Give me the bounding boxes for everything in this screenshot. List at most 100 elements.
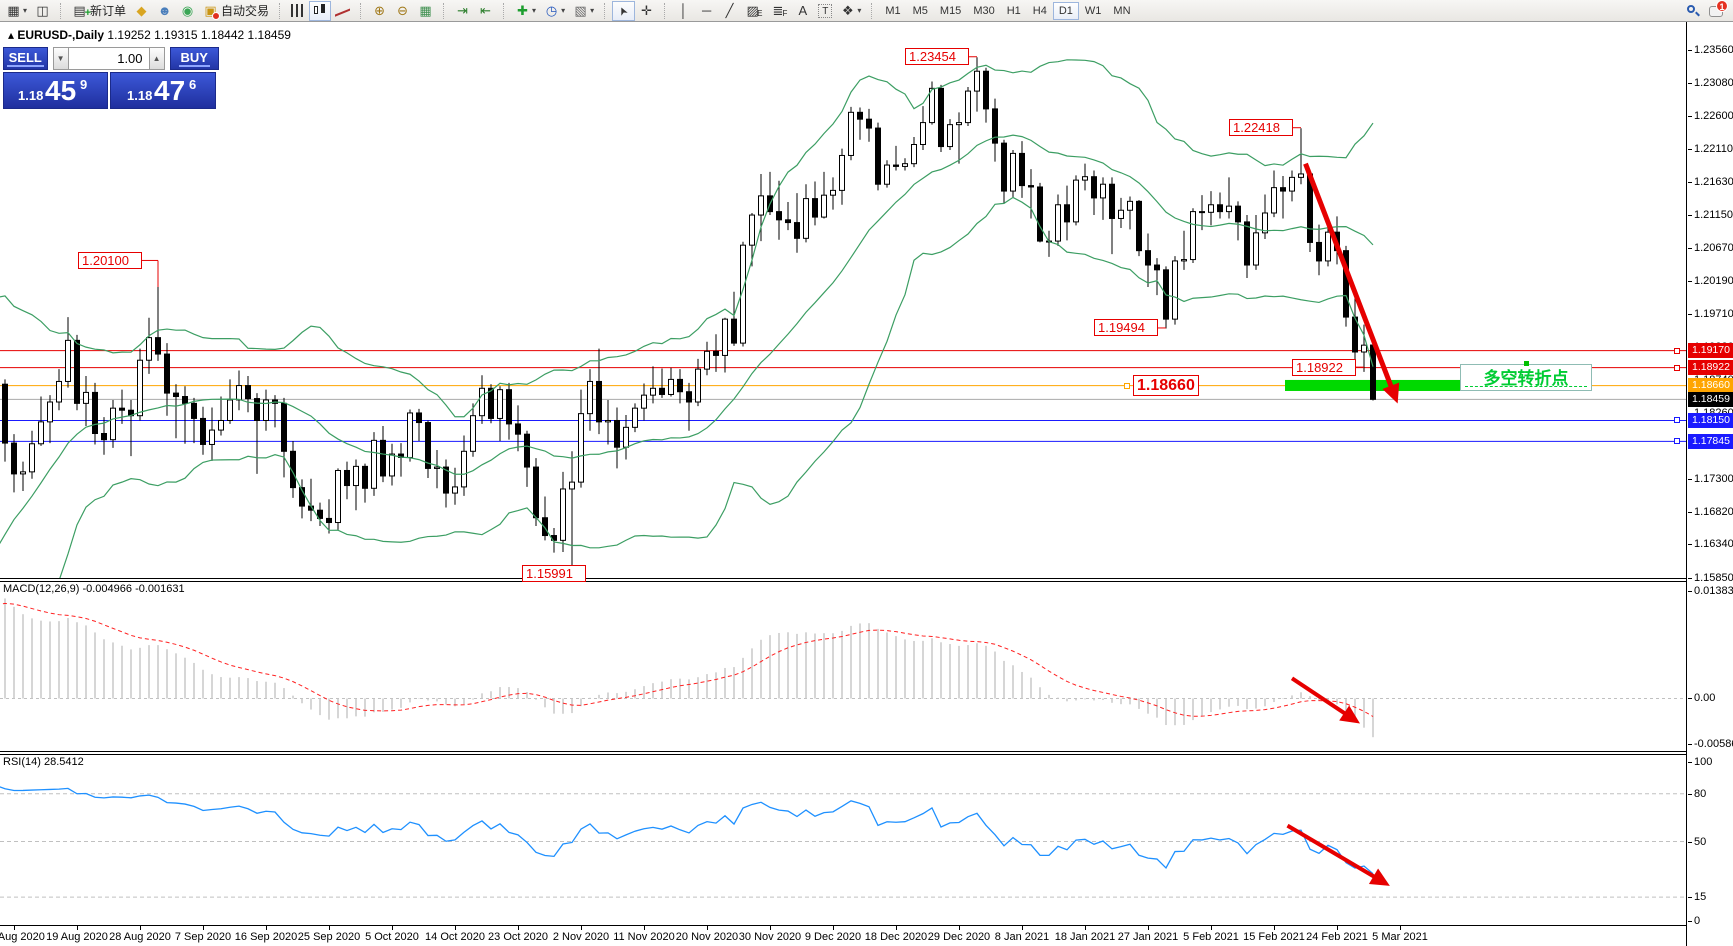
trend-arrow-line (1286, 823, 1386, 885)
price-tick-label: 1.21150 (1694, 209, 1733, 222)
date-tick (1337, 926, 1338, 930)
toolbar-separator (443, 2, 448, 19)
timeframe-m1-button[interactable]: M1 (885, 4, 901, 17)
buy-price-quote[interactable]: 1.18 47 6 (110, 72, 216, 109)
sell-button[interactable]: SELL (3, 47, 48, 70)
main-price-pane[interactable] (0, 22, 1686, 578)
text-label-button[interactable]: T (814, 1, 836, 21)
date-tick (959, 926, 960, 930)
date-tick (140, 926, 141, 930)
volume-input[interactable] (68, 47, 149, 70)
ohlc-quote: 1.19252 1.19315 1.18442 1.18459 (107, 28, 291, 42)
macd-axis-tick (1688, 744, 1692, 745)
volume-increase-button[interactable]: ▲ (148, 47, 165, 70)
timeframe-w1-button[interactable]: W1 (1084, 4, 1102, 17)
date-label: 16 Sep 2020 (234, 931, 298, 943)
toolbar-group: ▤新订单 ◆ ☻ ◉ ▣自动交易 (68, 0, 273, 23)
auto-trading-button[interactable]: ▣ 自动交易 (199, 1, 273, 21)
templates-button[interactable]: ▧ ▾ (569, 1, 598, 21)
macd-pane[interactable] (0, 582, 1686, 750)
volume-decrease-button[interactable]: ▼ (52, 47, 69, 70)
vertical-line-button[interactable]: │ (672, 1, 695, 21)
news-button[interactable]: ◉ (176, 1, 199, 21)
timeframe-m30-button[interactable]: M30 (973, 4, 995, 17)
timeframe-h4-button[interactable]: H4 (1032, 4, 1047, 17)
timeframe-m15-button[interactable]: M15 (939, 4, 962, 17)
fibonacci-sub-letter: F (782, 8, 788, 18)
scroll-to-end-button[interactable]: ⇥ (451, 1, 474, 21)
date-label: 23 Oct 2020 (488, 931, 548, 943)
price-tick-label: 1.23080 (1694, 76, 1733, 89)
new-chart-icon: ▦ (7, 2, 20, 18)
periods-button[interactable]: ◷ ▾ (540, 1, 569, 21)
search-icon[interactable] (1687, 4, 1700, 17)
pane-separator[interactable] (0, 751, 1686, 752)
shapes-button[interactable]: ❖ ▾ (836, 1, 865, 21)
timeframe-h1-button[interactable]: H1 (1006, 4, 1021, 17)
text-button[interactable]: A (791, 1, 814, 21)
timeframe-mn-button[interactable]: MN (1113, 4, 1131, 17)
sell-price-small: 1.18 (18, 88, 44, 103)
price-axis-tick (1688, 478, 1692, 480)
line-chart-icon[interactable] (331, 1, 354, 21)
chart-shift-button[interactable]: ⇤ (474, 1, 497, 21)
market-button[interactable]: ◆ (130, 1, 153, 21)
trendline-button[interactable]: ╱ (718, 1, 741, 21)
rsi-axis-tick (1688, 762, 1692, 763)
equidistant-channel-button[interactable]: ▨ E (741, 1, 766, 21)
rsi-tick-label: 80 (1694, 787, 1707, 800)
zoom-in-icon: ⊕ (374, 2, 385, 18)
text-icon: A (798, 2, 808, 18)
pane-separator[interactable] (0, 578, 1686, 579)
buy-button[interactable]: BUY (169, 47, 219, 70)
sell-price-quote[interactable]: 1.18 45 9 (3, 72, 108, 109)
price-tag: 1.19170 (1688, 343, 1733, 359)
date-label: 28 Aug 2020 (109, 931, 171, 943)
price-label: 1.18922 (1292, 358, 1356, 376)
timeframe-d1-button[interactable]: D1 (1052, 1, 1079, 20)
date-label: 20 Nov 2020 (675, 931, 739, 943)
toolbar-group: ➤ ✛ (612, 0, 658, 22)
signals-button[interactable]: ☻ (153, 1, 176, 21)
line-anchor-square (1124, 382, 1130, 389)
price-label: 1.15991 (522, 565, 586, 583)
timeframe-m5-button[interactable]: M5 (912, 4, 928, 17)
date-label: 8 Jan 2021 (994, 931, 1050, 943)
macd-signal-line (0, 602, 1374, 717)
crosshair-icon: ✛ (641, 2, 653, 18)
bars-chart-icon[interactable] (287, 1, 309, 21)
fibonacci-button[interactable]: ≣ F (766, 1, 791, 21)
date-label: 9 Dec 2020 (804, 931, 862, 943)
crosshair-button[interactable]: ✛ (635, 1, 658, 21)
price-axis[interactable]: 1.23560 1.23080 1.22600 1.22110 1.21630 1.211… (1686, 22, 1733, 946)
tile-windows-button[interactable]: ▦ (414, 1, 437, 21)
date-tick (266, 926, 267, 930)
rsi-axis-tick (1688, 921, 1692, 922)
zoom-out-button[interactable]: ⊖ (391, 1, 414, 21)
date-label: 18 Dec 2020 (864, 931, 928, 943)
profiles-icon: ◫ (36, 2, 49, 18)
chat-icon[interactable]: 1 (1709, 0, 1728, 17)
indicators-button[interactable]: ✚ ▾ (511, 1, 540, 21)
cursor-button[interactable]: ➤ (612, 0, 636, 21)
new-order-button[interactable]: ▤新订单 (68, 1, 130, 23)
pane-separator[interactable] (0, 581, 1686, 582)
pane-separator[interactable] (0, 754, 1686, 755)
chart-window[interactable]: 1.23560 1.23080 1.22600 1.22110 1.21630 1.211… (0, 22, 1733, 946)
date-tick (1022, 926, 1023, 930)
zoom-in-button[interactable]: ⊕ (368, 1, 391, 21)
candles-chart-icon[interactable] (309, 0, 332, 21)
price-axis-tick (1688, 247, 1692, 249)
toolbar: ▦▾◫▤新订单◆☻◉▣自动交易⊕⊖▦⇥⇤✚▾◷▾▧▾➤✛│─╱▨E≣FAT❖▾M… (0, 0, 1733, 23)
price-axis-tick (1688, 313, 1692, 315)
horizontal-line-button[interactable]: ─ (695, 1, 718, 21)
callout-underline (1465, 386, 1587, 387)
rsi-pane[interactable] (0, 755, 1686, 923)
profiles-button[interactable]: ◫ (31, 1, 54, 21)
sell-price-sup: 9 (80, 77, 88, 92)
sell-price-big: 45 (45, 75, 77, 106)
buy-price-small: 1.18 (127, 88, 153, 103)
new-chart-icon[interactable]: ▦ ▾ (2, 1, 31, 21)
panel-collapse-icon[interactable]: ▴ (8, 28, 15, 42)
